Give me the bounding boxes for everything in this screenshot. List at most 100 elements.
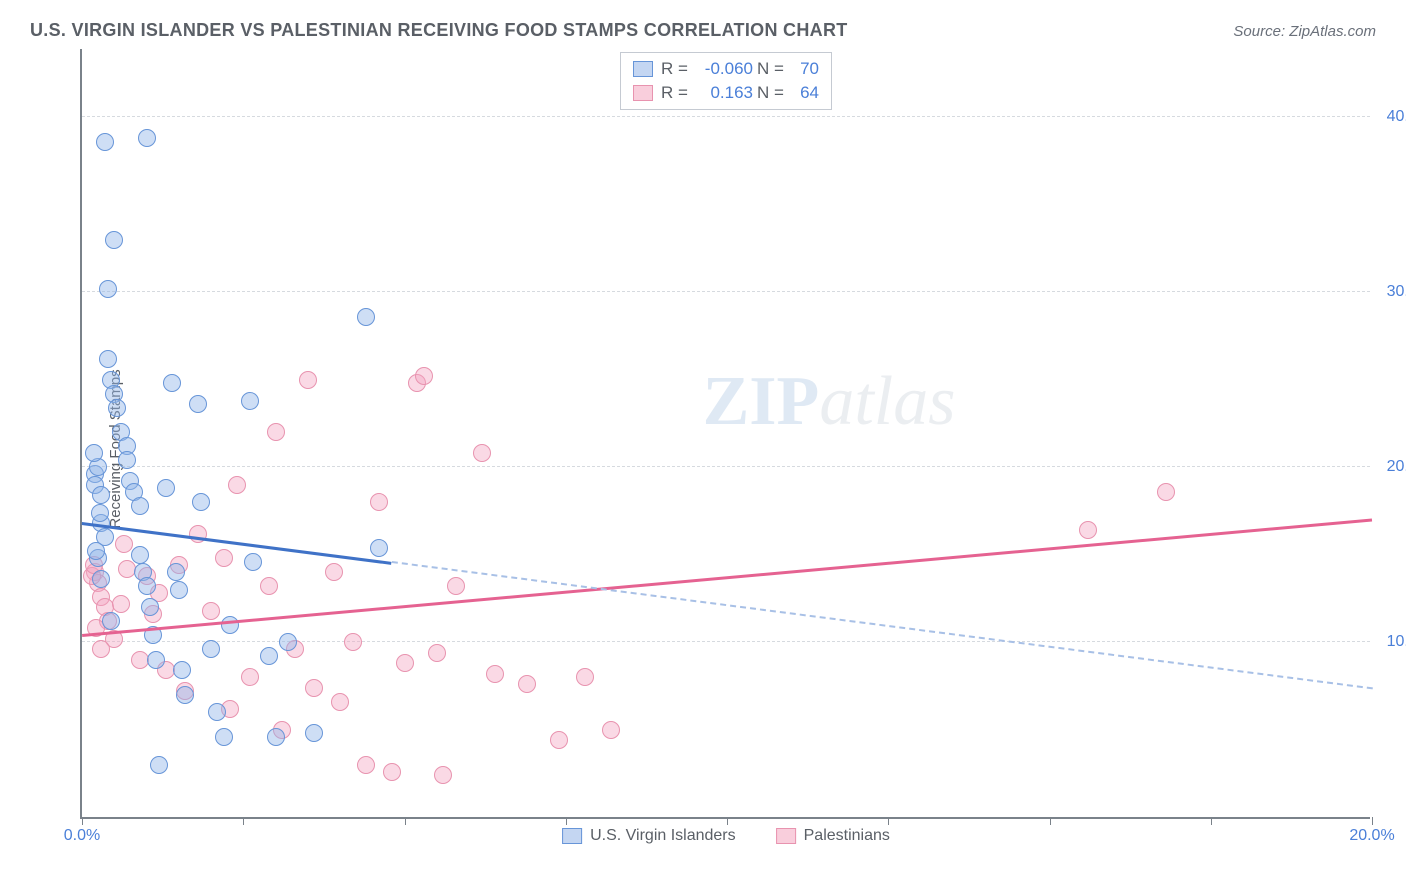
series-legend: U.S. Virgin Islanders Palestinians: [554, 827, 898, 845]
scatter-point: [202, 640, 220, 658]
scatter-point: [260, 577, 278, 595]
scatter-point: [99, 280, 117, 298]
x-tick: [405, 817, 406, 825]
scatter-point: [138, 129, 156, 147]
scatter-point: [115, 535, 133, 553]
x-tick: [1050, 817, 1051, 825]
y-tick-label: 10.0%: [1387, 633, 1406, 651]
scatter-point: [434, 766, 452, 784]
scatter-point: [167, 563, 185, 581]
scatter-point: [215, 728, 233, 746]
grid-line: [82, 116, 1370, 117]
scatter-point: [150, 756, 168, 774]
correlation-legend: R = -0.060 N = 70 R = 0.163 N = 64: [620, 52, 832, 110]
scatter-point: [141, 598, 159, 616]
scatter-point: [576, 668, 594, 686]
scatter-point: [299, 371, 317, 389]
x-tick-label: 20.0%: [1349, 827, 1394, 845]
correlation-row-b: R = 0.163 N = 64: [633, 81, 819, 105]
scatter-point: [192, 493, 210, 511]
scatter-point: [221, 616, 239, 634]
scatter-point: [428, 644, 446, 662]
scatter-point: [91, 504, 109, 522]
scatter-point: [96, 133, 114, 151]
scatter-point: [396, 654, 414, 672]
scatter-point: [215, 549, 233, 567]
scatter-point: [260, 647, 278, 665]
scatter-point: [325, 563, 343, 581]
chart-container: U.S. VIRGIN ISLANDER VS PALESTINIAN RECE…: [0, 0, 1406, 892]
legend-item-b: Palestinians: [776, 827, 890, 845]
scatter-point: [112, 595, 130, 613]
trend-line: [82, 518, 1372, 636]
source-attribution: Source: ZipAtlas.com: [1233, 23, 1376, 40]
scatter-point: [383, 763, 401, 781]
swatch-series-b: [633, 85, 653, 101]
scatter-point: [138, 577, 156, 595]
chart-area: Receiving Food Stamps ZIPatlas R = -0.06…: [30, 49, 1376, 849]
trend-line: [391, 561, 1372, 689]
scatter-point: [105, 231, 123, 249]
swatch-series-b-icon: [776, 828, 796, 844]
scatter-point: [147, 651, 165, 669]
scatter-point: [92, 570, 110, 588]
scatter-point: [357, 308, 375, 326]
scatter-point: [357, 756, 375, 774]
scatter-point: [118, 451, 136, 469]
scatter-point: [202, 602, 220, 620]
scatter-point: [370, 539, 388, 557]
scatter-point: [131, 546, 149, 564]
y-tick-label: 40.0%: [1387, 108, 1406, 126]
scatter-point: [486, 665, 504, 683]
scatter-point: [267, 728, 285, 746]
scatter-point: [85, 444, 103, 462]
scatter-point: [92, 640, 110, 658]
header: U.S. VIRGIN ISLANDER VS PALESTINIAN RECE…: [30, 20, 1376, 41]
scatter-point: [189, 395, 207, 413]
y-tick-label: 30.0%: [1387, 283, 1406, 301]
grid-line: [82, 641, 1370, 642]
scatter-point: [1079, 521, 1097, 539]
scatter-point: [267, 423, 285, 441]
scatter-point: [370, 493, 388, 511]
scatter-point: [99, 350, 117, 368]
scatter-point: [305, 724, 323, 742]
scatter-point: [344, 633, 362, 651]
x-tick-label: 0.0%: [64, 827, 100, 845]
scatter-point: [176, 686, 194, 704]
chart-title: U.S. VIRGIN ISLANDER VS PALESTINIAN RECE…: [30, 20, 848, 41]
scatter-point: [447, 577, 465, 595]
scatter-point: [131, 497, 149, 515]
plot-canvas: ZIPatlas R = -0.060 N = 70 R = 0.163 N =…: [80, 49, 1370, 819]
x-tick: [727, 817, 728, 825]
scatter-point: [170, 581, 188, 599]
scatter-point: [473, 444, 491, 462]
scatter-point: [108, 399, 126, 417]
x-tick: [1372, 817, 1373, 825]
grid-line: [82, 466, 1370, 467]
swatch-series-a-icon: [562, 828, 582, 844]
x-tick: [888, 817, 889, 825]
x-tick: [243, 817, 244, 825]
y-tick-label: 20.0%: [1387, 458, 1406, 476]
x-tick: [566, 817, 567, 825]
scatter-point: [550, 731, 568, 749]
scatter-point: [118, 560, 136, 578]
scatter-point: [173, 661, 191, 679]
scatter-point: [163, 374, 181, 392]
scatter-point: [415, 367, 433, 385]
correlation-row-a: R = -0.060 N = 70: [633, 57, 819, 81]
x-tick: [1211, 817, 1212, 825]
scatter-point: [228, 476, 246, 494]
legend-item-a: U.S. Virgin Islanders: [562, 827, 736, 845]
scatter-point: [279, 633, 297, 651]
scatter-point: [305, 679, 323, 697]
scatter-point: [241, 392, 259, 410]
scatter-point: [92, 486, 110, 504]
watermark: ZIPatlas: [703, 362, 956, 442]
x-tick: [82, 817, 83, 825]
swatch-series-a: [633, 61, 653, 77]
scatter-point: [102, 612, 120, 630]
scatter-point: [518, 675, 536, 693]
scatter-point: [244, 553, 262, 571]
